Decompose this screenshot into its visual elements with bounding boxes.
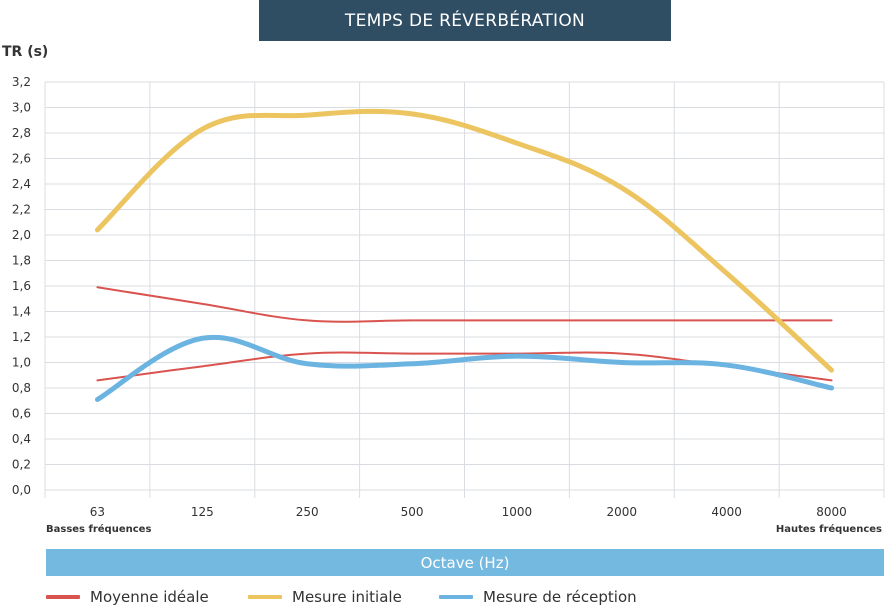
- series-line: [96, 286, 833, 323]
- x-tick-label: 2000: [607, 505, 638, 519]
- y-tick-label: 1,6: [12, 279, 31, 293]
- x-tick-label: 125: [191, 505, 214, 519]
- x-note-high-frequencies: Hautes fréquences: [775, 524, 882, 535]
- x-tick-label: 250: [296, 505, 319, 519]
- y-tick-label: 1,2: [12, 330, 31, 344]
- y-tick-label: 2,8: [12, 126, 31, 140]
- legend-swatch: [439, 595, 473, 599]
- chart-title: TEMPS DE RÉVERBÉRATION: [259, 0, 671, 41]
- legend-swatch: [248, 595, 282, 599]
- y-tick-label: 0,8: [12, 381, 31, 395]
- y-tick-label: 1,8: [12, 254, 31, 268]
- legend-label: Moyenne idéale: [90, 588, 209, 606]
- y-tick-label: 3,2: [12, 75, 31, 89]
- legend-swatch: [46, 595, 80, 599]
- y-axis-label: TR (s): [2, 44, 49, 60]
- y-tick-label: 0,0: [12, 483, 31, 497]
- legend-item-mesure-initiale: Mesure initiale: [248, 588, 402, 606]
- y-tick-label: 2,4: [12, 177, 31, 191]
- x-note-low-frequencies: Basses fréquences: [46, 524, 152, 535]
- y-tick-label: 3,0: [12, 101, 31, 115]
- legend-item-moyenne-ideale: Moyenne idéale: [46, 588, 209, 606]
- y-tick-label: 1,4: [12, 305, 31, 319]
- x-tick-label: 4000: [711, 505, 742, 519]
- series-line: [94, 334, 835, 402]
- series-line: [94, 108, 835, 373]
- legend: Moyenne idéale Mesure initiale Mesure de…: [0, 588, 886, 608]
- y-tick-label: 2,6: [12, 152, 31, 166]
- legend-label: Mesure initiale: [292, 588, 402, 606]
- x-tick-label: 1000: [502, 505, 533, 519]
- y-tick-label: 2,0: [12, 228, 31, 242]
- y-tick-label: 0,2: [12, 458, 31, 472]
- y-tick-label: 0,4: [12, 432, 31, 446]
- y-tick-label: 1,0: [12, 356, 31, 370]
- y-tick-label: 0,6: [12, 407, 31, 421]
- legend-item-mesure-reception: Mesure de réception: [439, 588, 637, 606]
- legend-label: Mesure de réception: [483, 588, 637, 606]
- x-tick-label: 63: [90, 505, 105, 519]
- y-tick-label: 2,2: [12, 203, 31, 217]
- x-axis-label-bar: Octave (Hz): [46, 549, 884, 576]
- x-tick-label: 500: [401, 505, 424, 519]
- x-tick-label: 8000: [816, 505, 847, 519]
